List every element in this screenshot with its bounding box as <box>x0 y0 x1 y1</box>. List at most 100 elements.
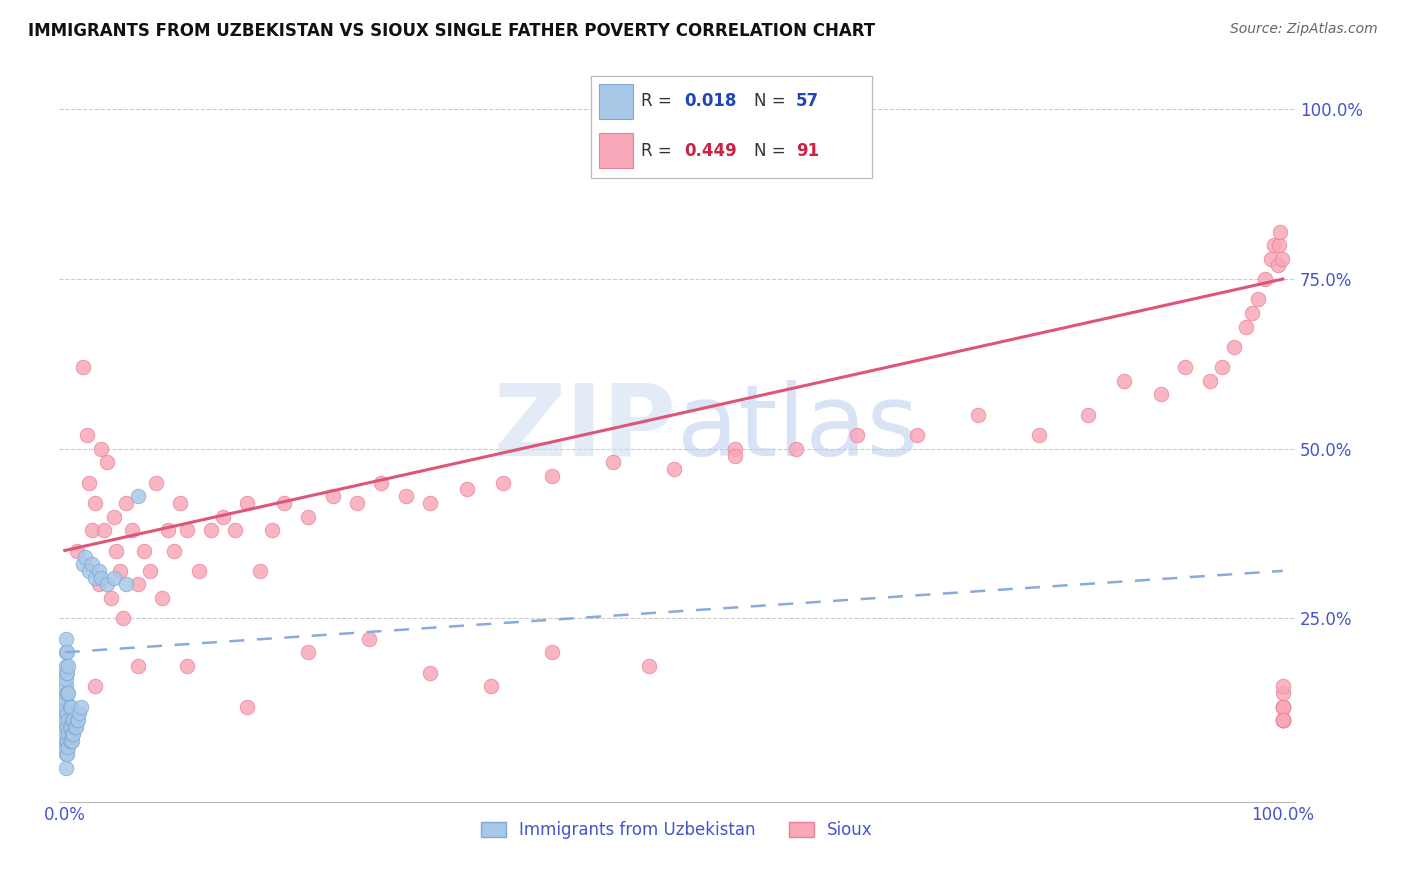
Point <box>322 489 344 503</box>
Point <box>55 673 77 687</box>
Point <box>72 360 94 375</box>
Point <box>907 428 929 442</box>
Point <box>249 564 271 578</box>
Point <box>55 733 77 747</box>
Point <box>55 699 77 714</box>
Point <box>1263 238 1285 252</box>
Point <box>1271 699 1294 714</box>
Point <box>62 727 84 741</box>
Point <box>96 455 118 469</box>
Point <box>541 468 564 483</box>
Point <box>66 543 89 558</box>
Point <box>60 713 83 727</box>
Point <box>1267 259 1289 273</box>
Bar <box>599 133 633 168</box>
Text: 57: 57 <box>796 93 818 111</box>
Point <box>1271 713 1294 727</box>
Point <box>72 557 94 571</box>
Text: N =: N = <box>754 142 785 160</box>
Point <box>176 523 198 537</box>
Point <box>59 720 82 734</box>
Text: N =: N = <box>754 93 785 111</box>
Point <box>55 658 77 673</box>
Point <box>169 496 191 510</box>
Point <box>75 550 97 565</box>
Point <box>66 713 89 727</box>
Point <box>80 523 103 537</box>
Point <box>56 706 79 721</box>
Point <box>1260 252 1282 266</box>
Text: atlas: atlas <box>676 380 918 477</box>
Point <box>55 632 77 646</box>
Text: R =: R = <box>641 93 672 111</box>
Point <box>212 509 235 524</box>
Point <box>492 475 515 490</box>
Point <box>1271 252 1294 266</box>
Point <box>419 496 441 510</box>
Point <box>638 658 661 673</box>
Point <box>55 720 77 734</box>
Point <box>60 733 83 747</box>
Point <box>56 747 79 761</box>
Point <box>55 665 77 680</box>
Point <box>224 523 246 537</box>
Point <box>1211 360 1233 375</box>
Point <box>236 699 259 714</box>
Point <box>55 740 77 755</box>
Point <box>662 462 685 476</box>
Point <box>93 523 115 537</box>
Point <box>1198 374 1220 388</box>
Point <box>724 449 747 463</box>
Point <box>59 699 82 714</box>
Point <box>103 571 125 585</box>
Point <box>56 720 79 734</box>
Point <box>96 577 118 591</box>
Point <box>370 475 392 490</box>
Point <box>1271 713 1294 727</box>
Text: R =: R = <box>641 142 672 160</box>
Point <box>127 658 149 673</box>
Point <box>114 577 136 591</box>
Bar <box>599 84 633 119</box>
Point <box>121 523 143 537</box>
Point <box>100 591 122 605</box>
Point <box>56 645 79 659</box>
Point <box>59 733 82 747</box>
Text: IMMIGRANTS FROM UZBEKISTAN VS SIOUX SINGLE FATHER POVERTY CORRELATION CHART: IMMIGRANTS FROM UZBEKISTAN VS SIOUX SING… <box>28 22 876 40</box>
Point <box>200 523 222 537</box>
Point <box>77 564 100 578</box>
Point <box>103 509 125 524</box>
Point <box>69 699 91 714</box>
Point <box>80 557 103 571</box>
Point <box>56 733 79 747</box>
Point <box>359 632 381 646</box>
Point <box>1077 408 1099 422</box>
Point <box>1253 272 1275 286</box>
Point <box>77 475 100 490</box>
Point <box>176 658 198 673</box>
Point <box>1114 374 1136 388</box>
Point <box>63 720 86 734</box>
Text: 91: 91 <box>796 142 818 160</box>
Point <box>108 564 131 578</box>
Point <box>236 496 259 510</box>
Point <box>59 699 82 714</box>
Point <box>58 658 80 673</box>
Text: 0.018: 0.018 <box>685 93 737 111</box>
Point <box>112 611 135 625</box>
Point <box>1271 699 1294 714</box>
Point <box>273 496 295 510</box>
Point <box>157 523 180 537</box>
Point <box>55 727 77 741</box>
Point <box>58 740 80 755</box>
Legend: Immigrants from Uzbekistan, Sioux: Immigrants from Uzbekistan, Sioux <box>474 814 880 846</box>
Point <box>84 496 107 510</box>
Point <box>346 496 368 510</box>
Point <box>1241 306 1264 320</box>
Point <box>90 571 112 585</box>
Text: ZIP: ZIP <box>494 380 676 477</box>
Point <box>602 455 624 469</box>
Point <box>724 442 747 456</box>
Point <box>187 564 209 578</box>
Point <box>132 543 155 558</box>
